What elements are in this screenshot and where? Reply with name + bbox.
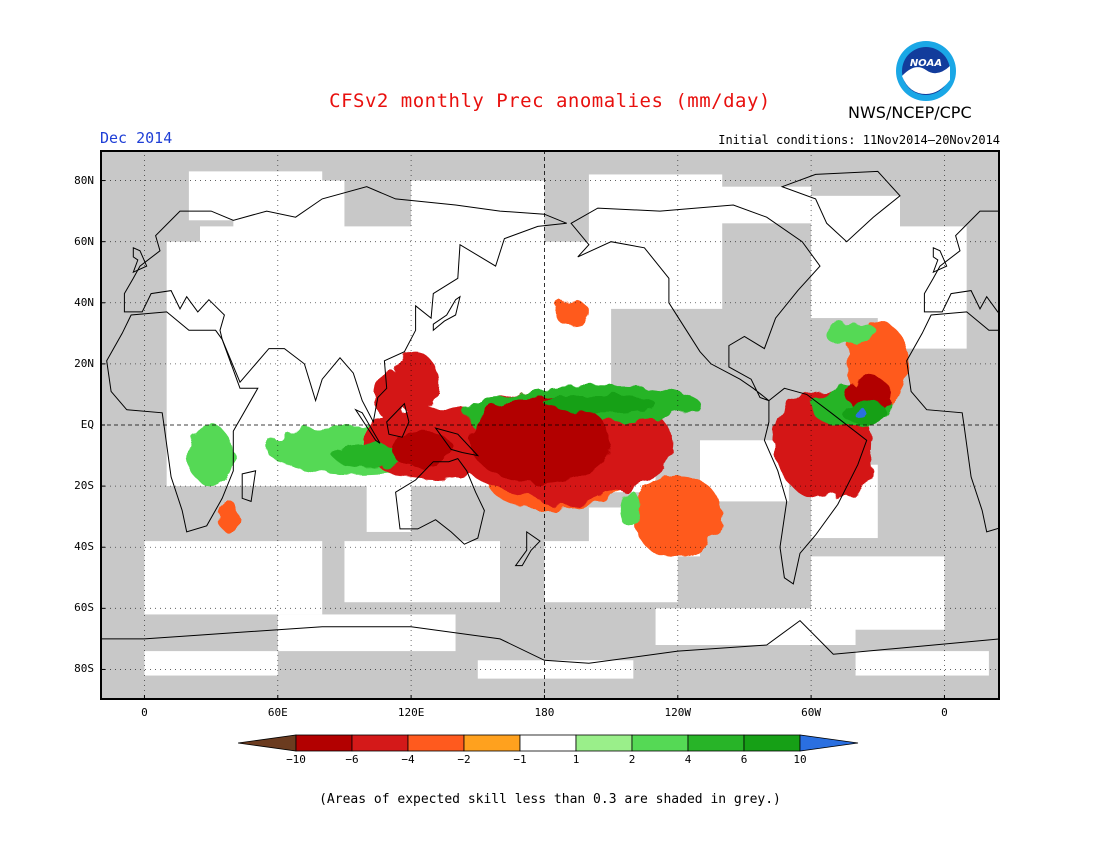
anomaly-north-pacific-dry [553,299,589,325]
coast-antarctica [100,619,1000,700]
forecast-month: Dec 2014 [100,129,173,147]
anomaly-maritime-continent-dry-core [391,431,454,468]
colorbar-segment [631,734,689,752]
footnote: (Areas of expected skill less than 0.3 a… [319,792,781,807]
anomaly-indian-ocean-wet-core [333,443,400,468]
colorbar-segment [687,734,745,752]
anomaly-east-africa-dry [217,501,240,532]
colorbar-segment [407,734,465,752]
coast-uk [132,247,148,274]
coast-eurasia [123,186,567,424]
white-area [855,651,989,676]
lon-label: 0 [141,706,148,719]
coast-uk-wrap [932,247,948,274]
white-area [144,651,278,676]
coast-japan [432,295,461,332]
lon-label: 180 [534,706,555,719]
colorbar-label: −2 [457,753,471,766]
noaa-logo: NOAA [896,41,956,101]
lat-label: 60S [74,601,94,615]
lon-label: 0 [941,706,948,719]
colorbar-label: 6 [740,753,748,766]
coastlines [100,170,1000,700]
anomaly-se-pacific-dry [633,473,723,560]
lon-label: 60W [801,706,822,719]
agency-label: NWS/NCEP/CPC [848,103,972,122]
anomaly-layer [188,299,909,560]
logo-text: NOAA [910,58,942,69]
lat-label: 60N [74,234,94,248]
colorbar-label: −6 [345,753,359,766]
anomaly-south-china-sea-dry [373,370,405,419]
coast-sumatra [354,408,381,444]
white-area [411,180,545,334]
white-area [277,614,456,652]
colorbar-segment [743,734,801,752]
anomaly-central-pacific-dry [468,397,612,484]
grid-lines [100,150,1000,700]
colorbar-label: −4 [401,753,415,766]
lat-label: EQ [80,418,94,431]
white-area [188,171,323,221]
colorbar-segment [463,734,521,752]
lat-label: 20S [74,479,94,493]
coast-greenland-wrap [780,170,901,243]
coast-new-guinea [434,427,480,457]
colorbar-label: −10 [286,753,306,766]
colorbar-label: 1 [572,753,580,766]
lon-label: 60E [267,706,288,719]
white-area [344,541,500,603]
coast-north-america-wrap [570,204,821,402]
lat-label: 40N [74,295,94,309]
colorbar-label: 10 [793,753,807,766]
anomaly-spcz-dry-core [535,476,598,508]
anomaly-atlantic-wet-max [853,408,867,418]
colorbar [238,734,859,752]
anomaly-map [100,150,1000,700]
anomaly-nordeste-dry [833,434,869,496]
coast-borneo [386,402,410,438]
colorbar-arrow-high [799,734,859,752]
white-area [811,195,900,319]
coast-madagascar [241,470,257,503]
colorbar-segment [575,734,633,752]
colorbar-label: 2 [628,753,636,766]
white-area [633,186,812,224]
white-area [655,608,856,645]
anomaly-south-pacific-wet [617,489,641,526]
lon-label: 120W [664,706,692,719]
coast-new-zealand [514,530,541,567]
anomaly-west-atlantic-wet [824,321,878,346]
map-title: CFSv2 monthly Prec anomalies (mm/day) [329,90,771,112]
colorbar-segment [295,734,353,752]
colorbar-arrow-low [238,734,297,752]
anomaly-philippines-dry [393,351,438,413]
coast-australia [395,458,485,545]
anomaly-itcz-wet-core [544,394,656,413]
map-frame [100,150,1000,700]
coast-south-america-wrap [763,387,868,585]
white-area [144,541,323,615]
colorbar-segment [351,734,409,752]
coast-africa [106,311,259,533]
anomaly-tropical-africa-wet [188,425,234,487]
lon-label: 120E [397,706,425,719]
lat-label: 80S [74,662,94,676]
lat-label: 40S [74,540,94,554]
lat-label: 80N [74,173,94,187]
colorbar-label: 4 [684,753,692,766]
coast-africa-wrap [906,311,1000,533]
colorbar-segment [519,734,577,752]
lat-label: 20N [74,356,94,370]
initial-conditions: Initial conditions: 11Nov2014–20Nov2014 [718,133,1000,147]
colorbar-label: −1 [513,753,527,766]
